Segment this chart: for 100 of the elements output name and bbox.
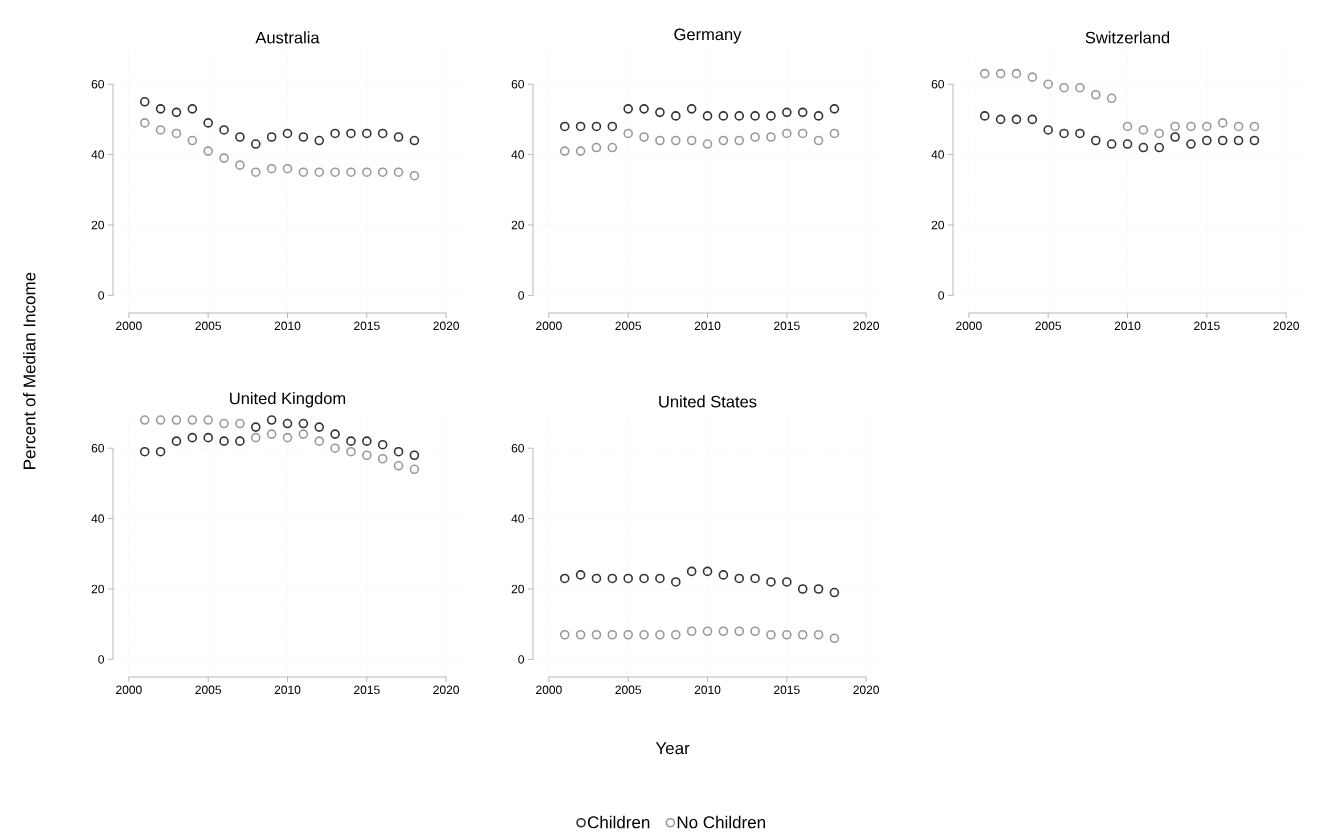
- point: [139, 97, 150, 107]
- point: [995, 69, 1006, 79]
- y-tick-label: 40: [931, 150, 945, 160]
- point: [718, 570, 729, 580]
- point: [362, 436, 372, 447]
- point: [171, 128, 182, 139]
- point: [734, 135, 745, 146]
- point: [1170, 132, 1180, 142]
- point: [670, 577, 681, 587]
- y-tick-label: 60: [511, 444, 525, 453]
- point: [979, 111, 990, 121]
- point: [797, 107, 808, 118]
- point: [409, 171, 420, 181]
- point: [670, 111, 681, 121]
- point: [766, 111, 776, 121]
- chart-title: Germany: [674, 28, 742, 44]
- x-tick-label: 2010: [274, 685, 301, 695]
- point: [766, 630, 776, 640]
- y-tick-label: 0: [938, 291, 945, 300]
- point: [219, 153, 229, 164]
- point: [330, 443, 340, 454]
- point: [734, 573, 745, 584]
- x-tick-label: 2005: [195, 321, 222, 331]
- point: [362, 128, 372, 139]
- point: [266, 429, 277, 440]
- point: [702, 626, 713, 637]
- point: [750, 626, 760, 637]
- point: [362, 167, 372, 178]
- chart-title: Switzerland: [1085, 31, 1170, 44]
- point: [362, 450, 372, 461]
- point: [813, 584, 824, 594]
- point: [1186, 139, 1196, 150]
- point: [203, 415, 213, 426]
- x-axis-title: Year: [655, 742, 690, 755]
- x-tick-label: 2015: [774, 685, 800, 695]
- point: [219, 418, 229, 429]
- y-tick-label: 60: [511, 80, 525, 89]
- point: [766, 132, 776, 142]
- point: [250, 167, 261, 178]
- y-tick-label: 20: [511, 220, 525, 230]
- point: [734, 111, 745, 121]
- point: [702, 139, 713, 150]
- point: [829, 633, 840, 644]
- y-tick-label: 20: [931, 220, 945, 230]
- legend-label: No Children: [677, 816, 765, 829]
- y-tick-label: 0: [518, 655, 525, 664]
- point: [782, 630, 792, 640]
- x-tick-label: 2020: [853, 685, 880, 695]
- point: [409, 450, 420, 461]
- point: [591, 142, 602, 153]
- x-tick-label: 2020: [1273, 321, 1300, 331]
- point: [1059, 83, 1069, 93]
- point: [139, 415, 150, 426]
- point: [782, 577, 792, 587]
- point: [1170, 121, 1180, 132]
- point: [1233, 135, 1244, 146]
- point: [314, 422, 325, 433]
- point: [623, 630, 633, 640]
- point: [639, 573, 649, 584]
- point: [1122, 121, 1133, 132]
- x-tick-label: 2000: [536, 321, 562, 331]
- point: [346, 436, 356, 447]
- point: [1059, 128, 1069, 139]
- x-tick-label: 2020: [853, 321, 880, 331]
- y-tick-label: 20: [91, 220, 105, 230]
- point: [782, 128, 792, 139]
- point: [829, 128, 840, 139]
- point: [639, 132, 649, 142]
- point: [282, 164, 293, 174]
- point: [1122, 139, 1133, 150]
- y-tick-label: 40: [511, 514, 525, 524]
- point: [1249, 135, 1260, 146]
- y-tick-label: 20: [511, 584, 525, 594]
- point: [655, 107, 665, 118]
- point: [591, 630, 602, 640]
- point: [655, 630, 665, 640]
- point: [718, 626, 729, 637]
- y-tick-label: 60: [91, 444, 105, 453]
- x-tick-label: 2000: [956, 321, 982, 331]
- point: [377, 167, 388, 178]
- point: [797, 128, 808, 139]
- point: [623, 573, 633, 584]
- point: [171, 436, 182, 447]
- point: [623, 104, 633, 114]
- x-tick-label: 2015: [1194, 321, 1220, 331]
- point: [559, 630, 570, 640]
- point: [750, 111, 760, 121]
- point: [702, 566, 713, 577]
- point: [1138, 125, 1149, 135]
- y-tick-label: 0: [98, 655, 105, 664]
- y-tick-label: 40: [91, 150, 105, 160]
- point: [235, 418, 245, 429]
- chart-title: Australia: [255, 31, 320, 44]
- point: [377, 440, 388, 450]
- point: [393, 167, 404, 178]
- point: [409, 464, 420, 475]
- point: [250, 433, 261, 443]
- point: [1027, 72, 1038, 83]
- point: [797, 630, 808, 640]
- point: [575, 146, 586, 157]
